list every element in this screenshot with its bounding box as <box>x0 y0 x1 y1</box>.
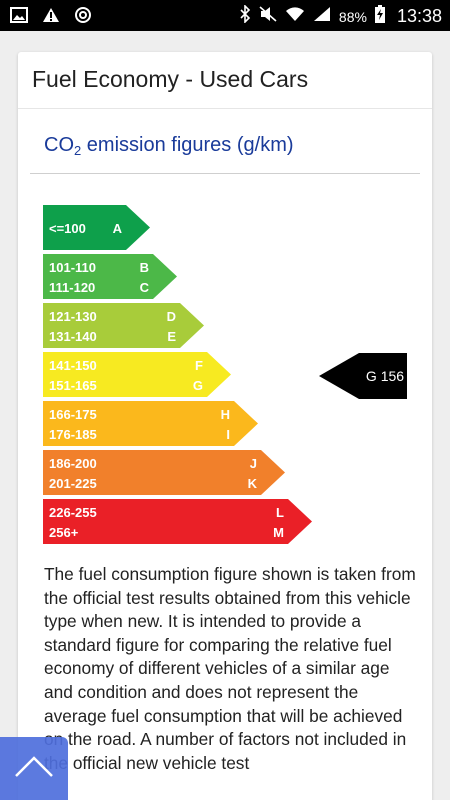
warning-icon <box>42 7 60 28</box>
band-range-label: 141-150 <box>49 358 97 373</box>
emission-band: 121-130 D 131-140 E <box>43 303 204 348</box>
band-range-label: 201-225 <box>49 476 97 491</box>
band-range-label: <=100 <box>49 221 86 236</box>
chevron-up-icon <box>14 754 54 783</box>
band-letter-label: M <box>273 525 284 540</box>
band-range-label: 176-185 <box>49 427 97 442</box>
emission-band-arrow <box>43 450 285 495</box>
emission-band: <=100 A <box>43 205 150 250</box>
emission-band: 101-110 B 111-120 C <box>43 254 177 299</box>
wifi-icon <box>285 6 305 27</box>
band-letter-label: J <box>250 456 257 471</box>
band-letter-label: F <box>195 358 203 373</box>
indicator-label: G 156 <box>366 368 404 384</box>
description-text: The fuel consumption figure shown is tak… <box>44 564 416 773</box>
emission-band: 166-175 H 176-185 I <box>43 401 258 446</box>
band-range-label: 131-140 <box>49 329 97 344</box>
divider <box>30 173 420 174</box>
status-bar: 88% 13:38 <box>0 0 450 31</box>
subtitle-suffix: emission figures (g/km) <box>81 134 294 156</box>
emission-band: 186-200 J 201-225 K <box>43 450 285 495</box>
band-range-label: 166-175 <box>49 407 97 422</box>
card-title: Fuel Economy - Used Cars <box>32 66 309 92</box>
battery-charging-icon <box>374 5 385 28</box>
emission-bands-chart: <=100 A 101-110 B 111-120 C 121-130 D 131-140 E 14… <box>43 205 312 544</box>
emission-band: 226-255 L 256+ M <box>43 499 312 544</box>
emission-band-arrow <box>43 401 258 446</box>
band-letter-label: A <box>113 221 123 236</box>
signal-icon <box>313 6 331 27</box>
band-range-label: 151-165 <box>49 378 97 393</box>
emission-band-arrow <box>43 352 231 397</box>
band-range-label: 256+ <box>49 525 79 540</box>
band-letter-label: C <box>140 280 150 295</box>
band-letter-label: I <box>226 427 230 442</box>
clock: 13:38 <box>396 6 442 26</box>
emission-band: 141-150 F 151-165 G <box>43 352 231 397</box>
divider <box>18 108 432 109</box>
band-letter-label: D <box>167 309 176 324</box>
emission-band-arrow <box>43 205 150 250</box>
band-letter-label: L <box>276 505 284 520</box>
band-letter-label: B <box>140 260 149 275</box>
band-range-label: 101-110 <box>49 260 96 275</box>
battery-percent: 88% <box>338 8 367 25</box>
band-letter-label: E <box>167 329 176 344</box>
emission-band-arrow <box>43 254 177 299</box>
bluetooth-icon <box>239 4 251 28</box>
vehicle-band-indicator: G 156 <box>319 353 407 399</box>
band-range-label: 121-130 <box>49 309 97 324</box>
band-letter-label: G <box>193 378 203 393</box>
scroll-top-button[interactable] <box>0 737 68 800</box>
band-range-label: 111-120 <box>49 280 95 295</box>
emission-subtitle: CO2 emission figures (g/km) <box>44 134 294 158</box>
image-icon <box>10 7 28 28</box>
band-range-label: 186-200 <box>49 456 97 471</box>
subtitle-subscript: 2 <box>74 143 82 158</box>
emission-band-arrow <box>43 499 312 544</box>
emission-band-arrow <box>43 303 204 348</box>
band-range-label: 226-255 <box>49 505 97 520</box>
mute-icon <box>259 6 277 27</box>
sync-icon <box>74 6 92 29</box>
band-letter-label: H <box>221 407 230 422</box>
subtitle-prefix: CO <box>44 134 74 156</box>
band-letter-label: K <box>248 476 258 491</box>
fuel-economy-card: Fuel Economy - Used Cars CO2 emission fi… <box>18 52 432 800</box>
